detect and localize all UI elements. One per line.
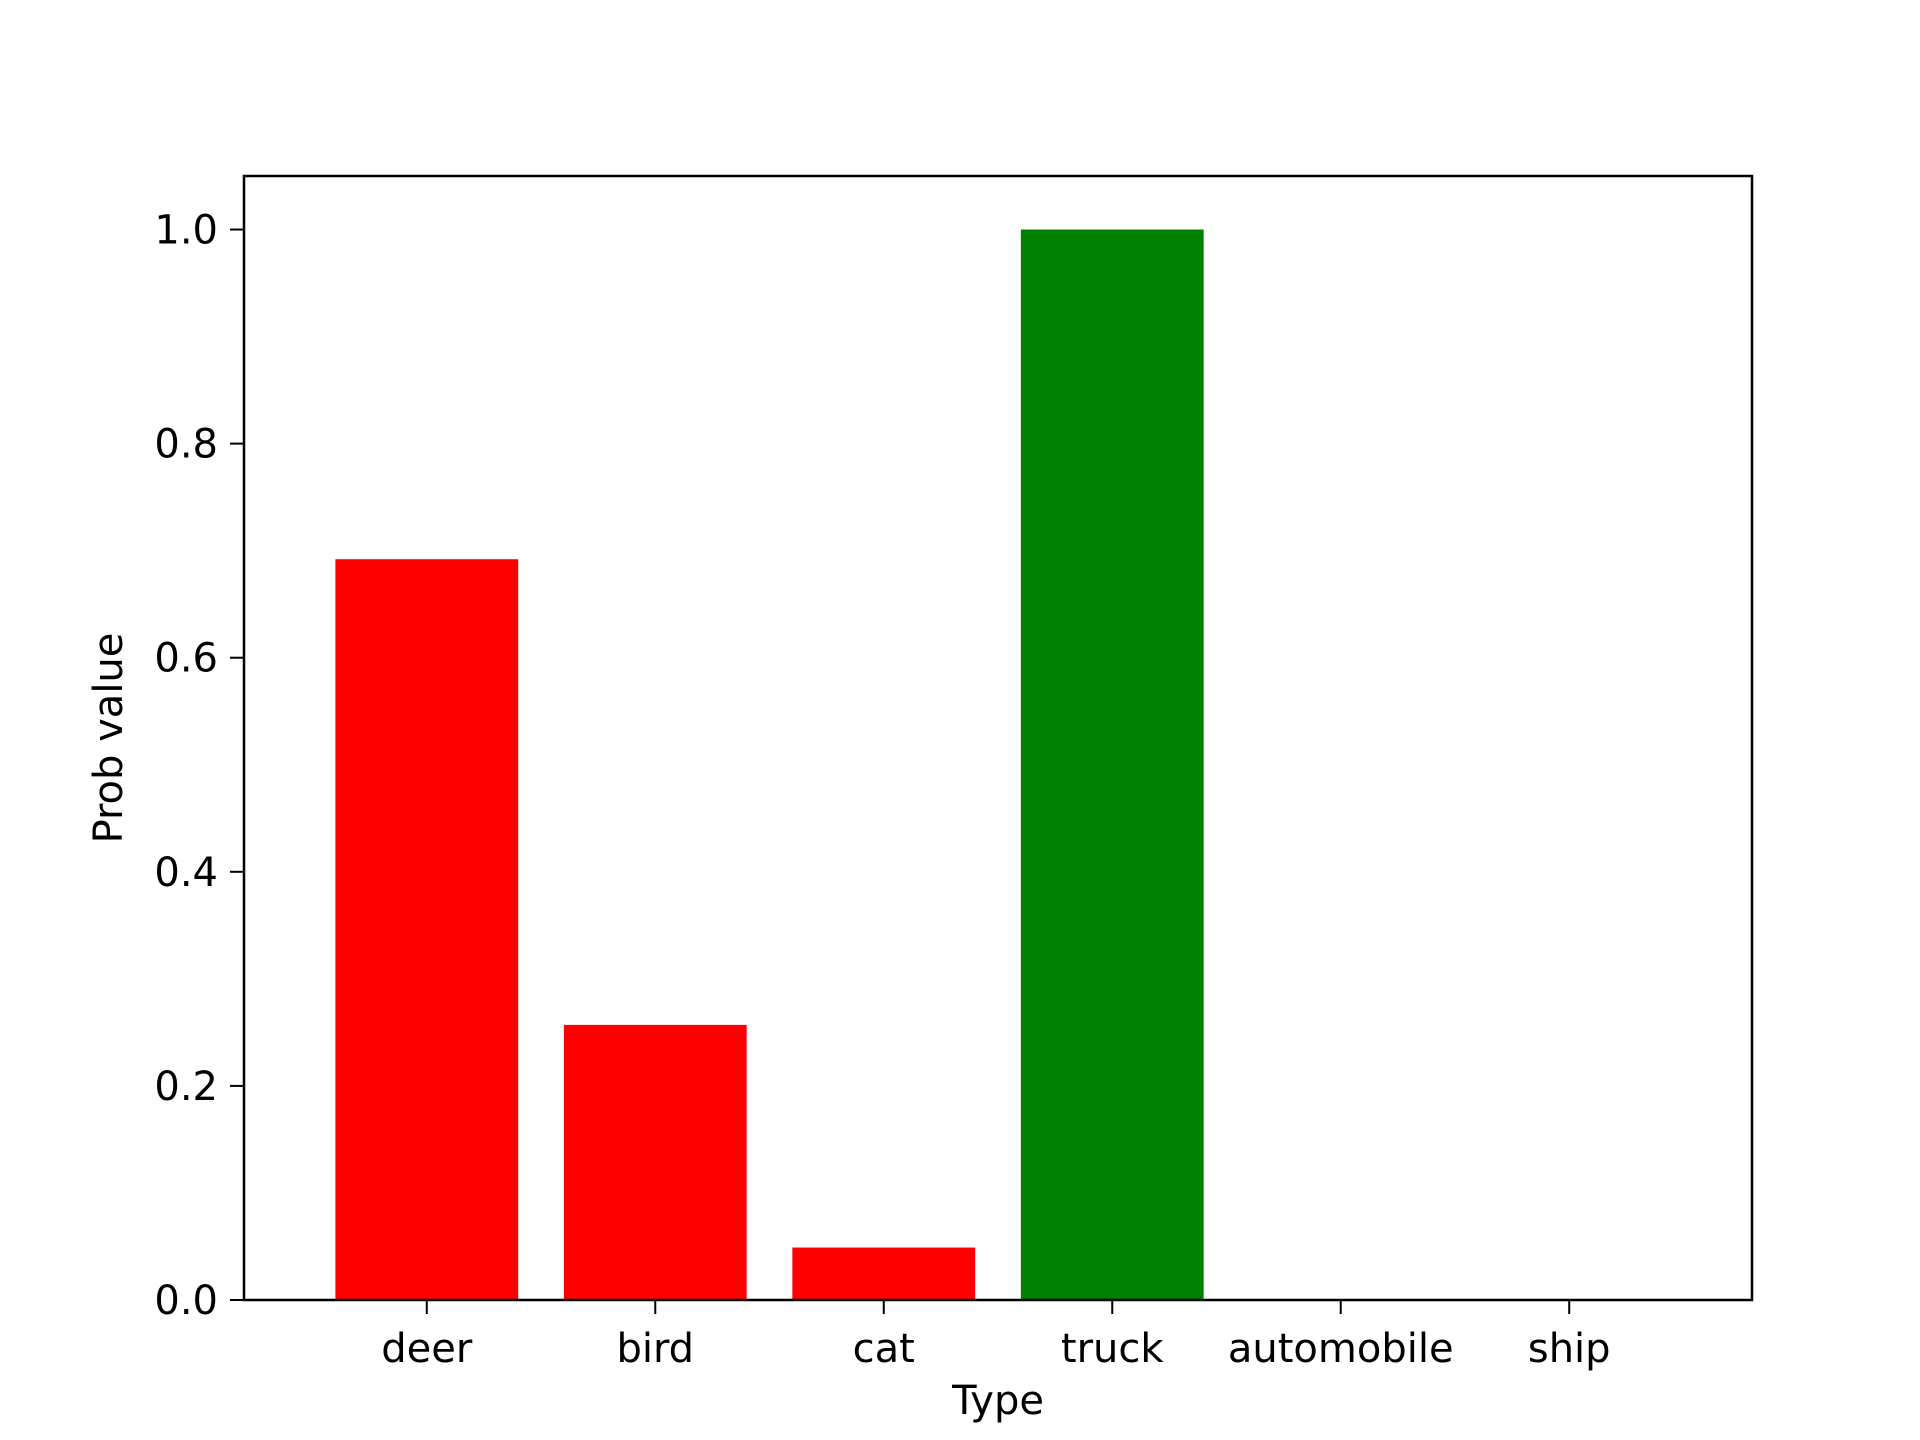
- x-tick-label-automobile: automobile: [1228, 1326, 1454, 1372]
- bar-truck: [1020, 229, 1204, 1300]
- bars-layer: [335, 229, 1204, 1300]
- plot-frame: [242, 174, 1754, 1302]
- x-tick-label-deer: deer: [381, 1326, 473, 1372]
- ticks-layer: deer bird cat truck automobile ship 0.0 0.2 0.4 0…: [154, 208, 1610, 1372]
- bar-deer: [335, 559, 519, 1300]
- y-tick-label-0.6: 0.6: [154, 636, 218, 682]
- y-tick-label-0.4: 0.4: [154, 850, 218, 896]
- x-tick-label-ship: ship: [1528, 1326, 1611, 1372]
- y-axis-label: Prob value: [86, 633, 132, 844]
- y-tick-label-0.2: 0.2: [154, 1064, 218, 1110]
- x-tick-label-bird: bird: [616, 1326, 694, 1372]
- y-tick-label-0.0: 0.0: [154, 1278, 218, 1324]
- x-axis-label: Type: [951, 1378, 1044, 1424]
- bar-cat: [792, 1247, 976, 1300]
- x-tick-label-truck: truck: [1061, 1326, 1164, 1372]
- y-tick-label-1.0: 1.0: [154, 208, 218, 254]
- bar-bird: [563, 1024, 747, 1300]
- y-tick-label-0.8: 0.8: [154, 422, 218, 468]
- x-tick-label-cat: cat: [853, 1326, 915, 1372]
